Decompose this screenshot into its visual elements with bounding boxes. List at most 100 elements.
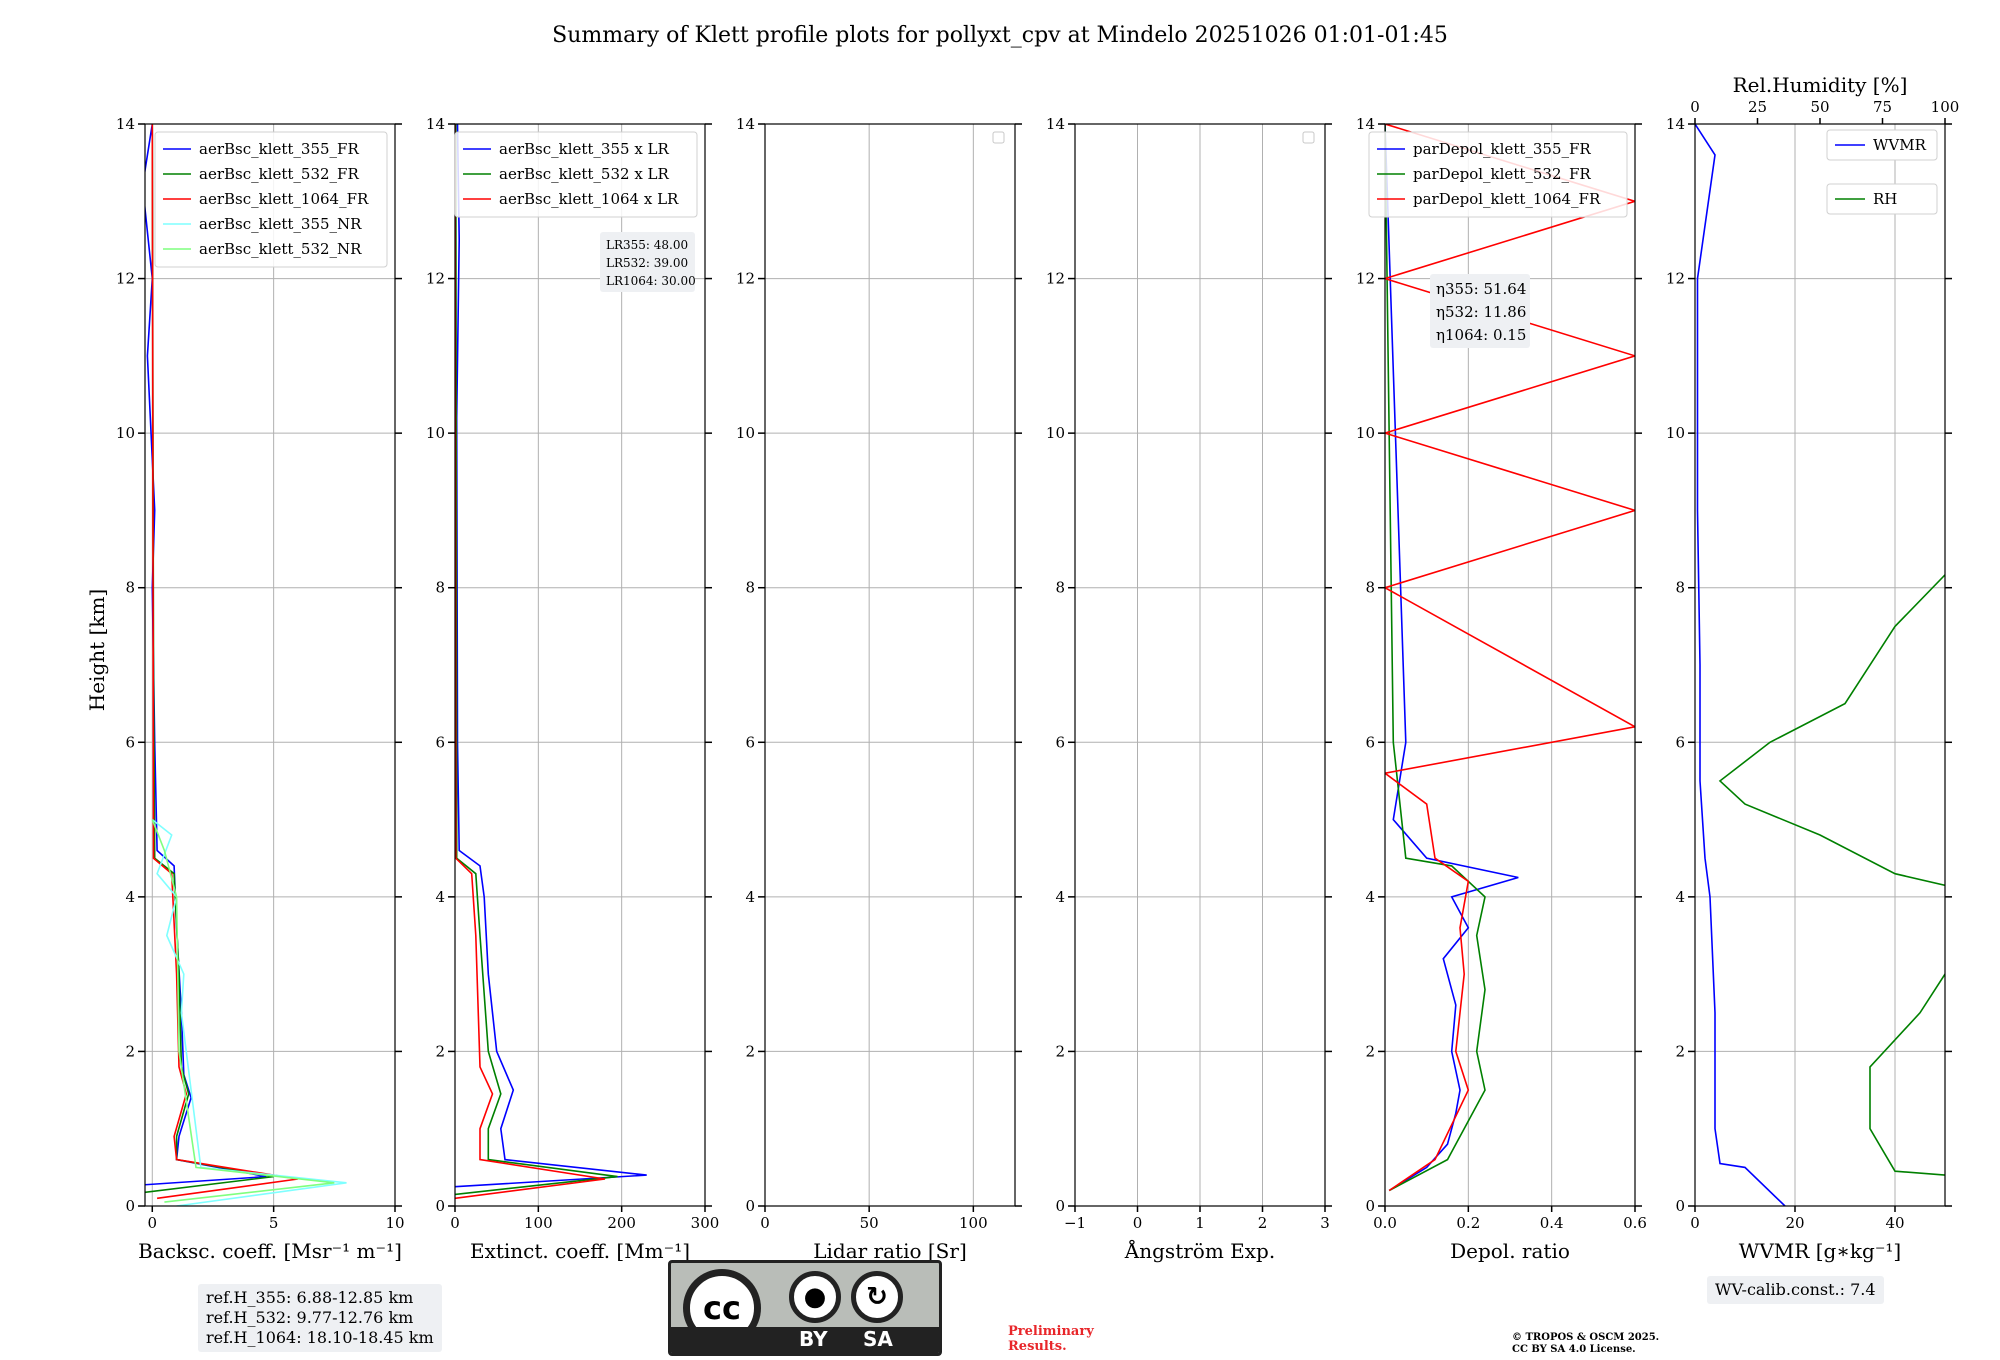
x-tick-label: 0.2 bbox=[1456, 1214, 1480, 1232]
legend-label: parDepol_klett_355_FR bbox=[1413, 140, 1591, 158]
ref-height-532: ref.H_532: 9.77-12.76 km bbox=[206, 1308, 414, 1327]
share-alike-icon: ↻ bbox=[851, 1271, 903, 1323]
y-tick-label: 10 bbox=[116, 424, 135, 442]
y-tick-label: 8 bbox=[745, 579, 755, 597]
x-axis-label: Extinct. coeff. [Mm⁻¹] bbox=[470, 1239, 690, 1263]
y-tick-label: 4 bbox=[1055, 888, 1065, 906]
y-tick-label: 14 bbox=[1666, 115, 1685, 133]
empty-legend-box bbox=[992, 131, 1005, 144]
top-x-tick-label: 0 bbox=[1690, 98, 1700, 116]
y-tick-label: 6 bbox=[745, 733, 755, 751]
y-tick-label: 0 bbox=[125, 1197, 135, 1215]
wv-calib-const: WV-calib.const.: 7.4 bbox=[1715, 1280, 1876, 1299]
y-tick-label: 4 bbox=[125, 888, 135, 906]
axes-frame bbox=[144, 123, 396, 1207]
legend-box bbox=[1826, 183, 1938, 215]
axes-frame bbox=[1694, 123, 1946, 1207]
x-tick-label: 0.6 bbox=[1623, 1214, 1647, 1232]
legend-box bbox=[154, 131, 388, 268]
x-tick-label: 3 bbox=[1320, 1214, 1330, 1232]
y-tick-label: 2 bbox=[1365, 1042, 1375, 1060]
axes-frame bbox=[764, 123, 1016, 1207]
y-tick-label: 6 bbox=[125, 733, 135, 751]
y-tick-label: 2 bbox=[1055, 1042, 1065, 1060]
legend-label: RH bbox=[1873, 190, 1897, 208]
y-tick-label: 0 bbox=[435, 1197, 445, 1215]
y-tick-label: 12 bbox=[1356, 270, 1375, 288]
x-axis-label: Backsc. coeff. [Msr⁻¹ m⁻¹] bbox=[138, 1239, 402, 1263]
legend-label: aerBsc_klett_532 x LR bbox=[499, 165, 670, 183]
panel-2: 0 2 4 6 8 10 12 14 0 50 100 Lidar ratio [Sr] bbox=[736, 115, 1022, 1263]
legend-label: aerBsc_klett_355_NR bbox=[199, 215, 362, 233]
top-x-tick-label: 25 bbox=[1748, 98, 1767, 116]
lidar-ratio-label: LR532: 39.00 bbox=[606, 256, 688, 270]
legend-label: aerBsc_klett_532_FR bbox=[199, 165, 359, 183]
y-tick-label: 6 bbox=[435, 733, 445, 751]
legend-label: parDepol_klett_532_FR bbox=[1413, 165, 1591, 183]
panels: 0 2 4 6 8 10 12 14 0 5 10 Backsc. coeff. [Msr⁻¹ m⁻¹… bbox=[116, 73, 1960, 1263]
x-tick-label: 0 bbox=[450, 1214, 460, 1232]
series-group-1 bbox=[455, 124, 647, 1200]
y-tick-label: 12 bbox=[1666, 270, 1685, 288]
x-tick-label: 20 bbox=[1785, 1214, 1804, 1232]
x-tick-label: 0 bbox=[1690, 1214, 1700, 1232]
y-tick-label: 6 bbox=[1055, 733, 1065, 751]
preliminary-note: Preliminary Results. bbox=[1008, 1324, 1094, 1354]
panel-4: 0 2 4 6 8 10 12 14 0.0 0.2 0.4 0.6 Depol. ratio parDe… bbox=[1356, 115, 1647, 1263]
y-tick-label: 0 bbox=[1365, 1197, 1375, 1215]
x-axis-label: Ångström Exp. bbox=[1124, 1238, 1275, 1263]
license-sa: SA bbox=[863, 1327, 893, 1351]
y-tick-label: 8 bbox=[1675, 579, 1685, 597]
y-tick-label: 10 bbox=[736, 424, 755, 442]
series-group-0 bbox=[145, 124, 347, 1206]
axes-frame bbox=[454, 123, 706, 1207]
y-tick-label: 2 bbox=[125, 1042, 135, 1060]
x-tick-label: 300 bbox=[691, 1214, 720, 1232]
license-bar bbox=[671, 1327, 939, 1353]
y-tick-label: 2 bbox=[745, 1042, 755, 1060]
legend-label: parDepol_klett_1064_FR bbox=[1413, 190, 1601, 208]
y-tick-label: 4 bbox=[1675, 888, 1685, 906]
y-tick-label: 10 bbox=[426, 424, 445, 442]
top-x-tick-label: 50 bbox=[1810, 98, 1829, 116]
x-tick-label: 0 bbox=[1133, 1214, 1143, 1232]
y-tick-label: 12 bbox=[426, 270, 445, 288]
series-line-parDepol_klett_532_FR bbox=[1385, 124, 1486, 1192]
x-tick-label: 40 bbox=[1885, 1214, 1904, 1232]
top-x-tick-label: 100 bbox=[1931, 98, 1960, 116]
y-tick-label: 6 bbox=[1675, 733, 1685, 751]
legend-label: aerBsc_klett_355_FR bbox=[199, 140, 359, 158]
y-tick-label: 14 bbox=[426, 115, 445, 133]
y-tick-label: 4 bbox=[435, 888, 445, 906]
series-line-parDepol_klett_1064_FR bbox=[1385, 124, 1635, 1192]
lidar-ratio-label: LR1064: 30.00 bbox=[606, 274, 696, 288]
legend-box bbox=[454, 131, 698, 218]
series-line-parDepol_klett_355_FR bbox=[1385, 124, 1519, 1192]
x-tick-label: 0.4 bbox=[1540, 1214, 1564, 1232]
series-line-aerBsc_klett_1064 x LR bbox=[455, 124, 606, 1200]
axes-frame bbox=[1384, 123, 1636, 1207]
legend-label: aerBsc_klett_532_NR bbox=[199, 240, 362, 258]
x-axis-label: WVMR [g∗kg⁻¹] bbox=[1739, 1239, 1901, 1263]
series-line-aerBsc_klett_532_FR bbox=[145, 124, 274, 1194]
series-group-4 bbox=[1385, 124, 1635, 1192]
legend-label: WVMR bbox=[1873, 136, 1927, 154]
x-tick-label: 0.0 bbox=[1373, 1214, 1397, 1232]
x-tick-label: 5 bbox=[269, 1214, 279, 1232]
x-tick-label: 2 bbox=[1258, 1214, 1268, 1232]
series-group-5 bbox=[1695, 124, 1945, 1206]
series-line-aerBsc_klett_355_NR bbox=[151, 818, 347, 1206]
figure-title: Summary of Klett profile plots for polly… bbox=[552, 23, 1448, 48]
y-tick-label: 14 bbox=[1356, 115, 1375, 133]
x-axis-label: Lidar ratio [Sr] bbox=[813, 1239, 967, 1263]
y-tick-label: 14 bbox=[736, 115, 755, 133]
y-tick-label: 6 bbox=[1365, 733, 1375, 751]
y-tick-label: 0 bbox=[1675, 1197, 1685, 1215]
y-tick-label: 12 bbox=[116, 270, 135, 288]
y-tick-label: 8 bbox=[1055, 579, 1065, 597]
eta-label: η355: 51.64 bbox=[1436, 280, 1526, 298]
license-by: BY bbox=[799, 1327, 828, 1351]
x-tick-label: 100 bbox=[959, 1214, 988, 1232]
